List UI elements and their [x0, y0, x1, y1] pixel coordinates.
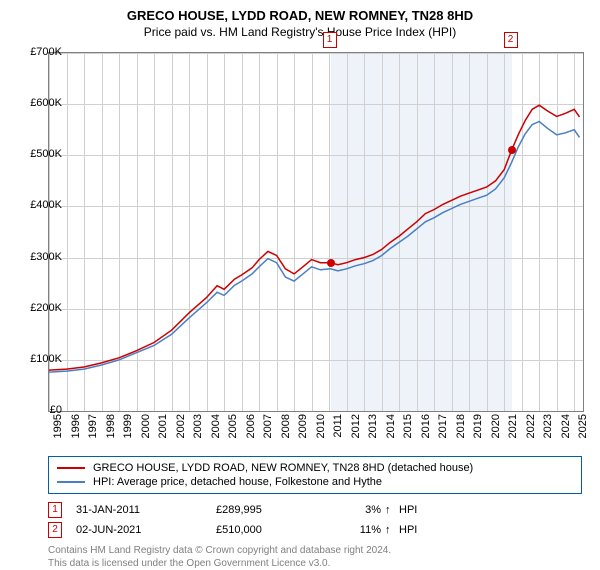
legend-label: GRECO HOUSE, LYDD ROAD, NEW ROMNEY, TN28… [93, 462, 473, 474]
x-axis-label: 2012 [350, 414, 362, 438]
sale-row: 1 31-JAN-2011£289,9953%↑HPI [48, 500, 582, 520]
attribution: Contains HM Land Registry data © Crown c… [48, 540, 582, 570]
y-axis-label: £400K [12, 199, 62, 211]
sale-marker-point [508, 146, 516, 154]
x-axis-label: 2005 [227, 414, 239, 438]
sale-ref: HPI [399, 524, 417, 536]
sale-row: 2 02-JUN-2021£510,00011%↑HPI [48, 520, 582, 540]
x-axis-label: 2010 [315, 414, 327, 438]
x-axis-label: 2004 [210, 414, 222, 438]
sale-badge: 1 [48, 502, 62, 518]
x-axis-label: 2015 [402, 414, 414, 438]
sale-marker-badge: 1 [323, 32, 337, 48]
sale-price: £510,000 [216, 524, 326, 536]
x-axis-label: 2022 [525, 414, 537, 438]
x-axis-label: 2009 [297, 414, 309, 438]
arrow-up-icon: ↑ [385, 524, 399, 536]
sale-diff: 3% [326, 504, 385, 516]
x-axis-label: 2019 [472, 414, 484, 438]
chart-footer: GRECO HOUSE, LYDD ROAD, NEW ROMNEY, TN28… [48, 456, 582, 570]
y-axis-label: £300K [12, 251, 62, 263]
y-axis-label: £100K [12, 353, 62, 365]
y-axis-label: £500K [12, 148, 62, 160]
legend-item: HPI: Average price, detached house, Folk… [57, 475, 573, 489]
sale-date: 02-JUN-2021 [76, 524, 216, 536]
attribution-line: This data is licensed under the Open Gov… [48, 557, 582, 570]
x-axis-label: 2002 [175, 414, 187, 438]
chart-container: GRECO HOUSE, LYDD ROAD, NEW ROMNEY, TN28… [0, 0, 600, 560]
legend-item: GRECO HOUSE, LYDD ROAD, NEW ROMNEY, TN28… [57, 461, 573, 475]
arrow-up-icon: ↑ [385, 504, 399, 516]
sale-marker-badge: 2 [504, 32, 518, 48]
legend-box: GRECO HOUSE, LYDD ROAD, NEW ROMNEY, TN28… [48, 456, 582, 494]
sales-list: 1 31-JAN-2011£289,9953%↑HPI 2 02-JUN-2021£5… [48, 500, 582, 540]
x-axis-label: 1995 [52, 414, 64, 438]
x-axis-label: 2025 [577, 414, 589, 438]
x-axis-label: 2017 [437, 414, 449, 438]
x-axis-label: 2023 [542, 414, 554, 438]
sale-date: 31-JAN-2011 [76, 504, 216, 516]
x-axis-label: 1997 [87, 414, 99, 438]
series-hpi [49, 122, 580, 373]
x-axis-label: 2020 [490, 414, 502, 438]
y-axis-label: £600K [12, 97, 62, 109]
sale-ref: HPI [399, 504, 417, 516]
series-property [49, 105, 580, 370]
sale-price: £289,995 [216, 504, 326, 516]
x-axis-label: 2021 [507, 414, 519, 438]
legend-swatch [57, 481, 85, 483]
legend-label: HPI: Average price, detached house, Folk… [93, 476, 382, 488]
sale-badge: 2 [48, 522, 62, 538]
x-axis-label: 2024 [560, 414, 572, 438]
sale-diff: 11% [326, 524, 385, 536]
x-axis-label: 2006 [245, 414, 257, 438]
x-axis-label: 1999 [122, 414, 134, 438]
sale-marker-point [327, 259, 335, 267]
x-axis-label: 2007 [262, 414, 274, 438]
x-axis-label: 2016 [420, 414, 432, 438]
x-axis-label: 2008 [280, 414, 292, 438]
x-axis-label: 2014 [385, 414, 397, 438]
x-axis-label: 1996 [70, 414, 82, 438]
x-axis-label: 1998 [105, 414, 117, 438]
x-axis-label: 2013 [367, 414, 379, 438]
y-axis-label: £200K [12, 302, 62, 314]
x-axis-label: 2003 [192, 414, 204, 438]
y-axis-label: £700K [12, 46, 62, 58]
x-axis-label: 2001 [157, 414, 169, 438]
x-axis-label: 2011 [332, 414, 344, 438]
attribution-line: Contains HM Land Registry data © Crown c… [48, 544, 582, 557]
chart-title: GRECO HOUSE, LYDD ROAD, NEW ROMNEY, TN28… [0, 0, 600, 23]
plot-area [48, 52, 584, 412]
legend-swatch [57, 467, 85, 469]
chart-svg [49, 53, 583, 411]
x-axis-label: 2000 [140, 414, 152, 438]
x-axis-label: 2018 [455, 414, 467, 438]
